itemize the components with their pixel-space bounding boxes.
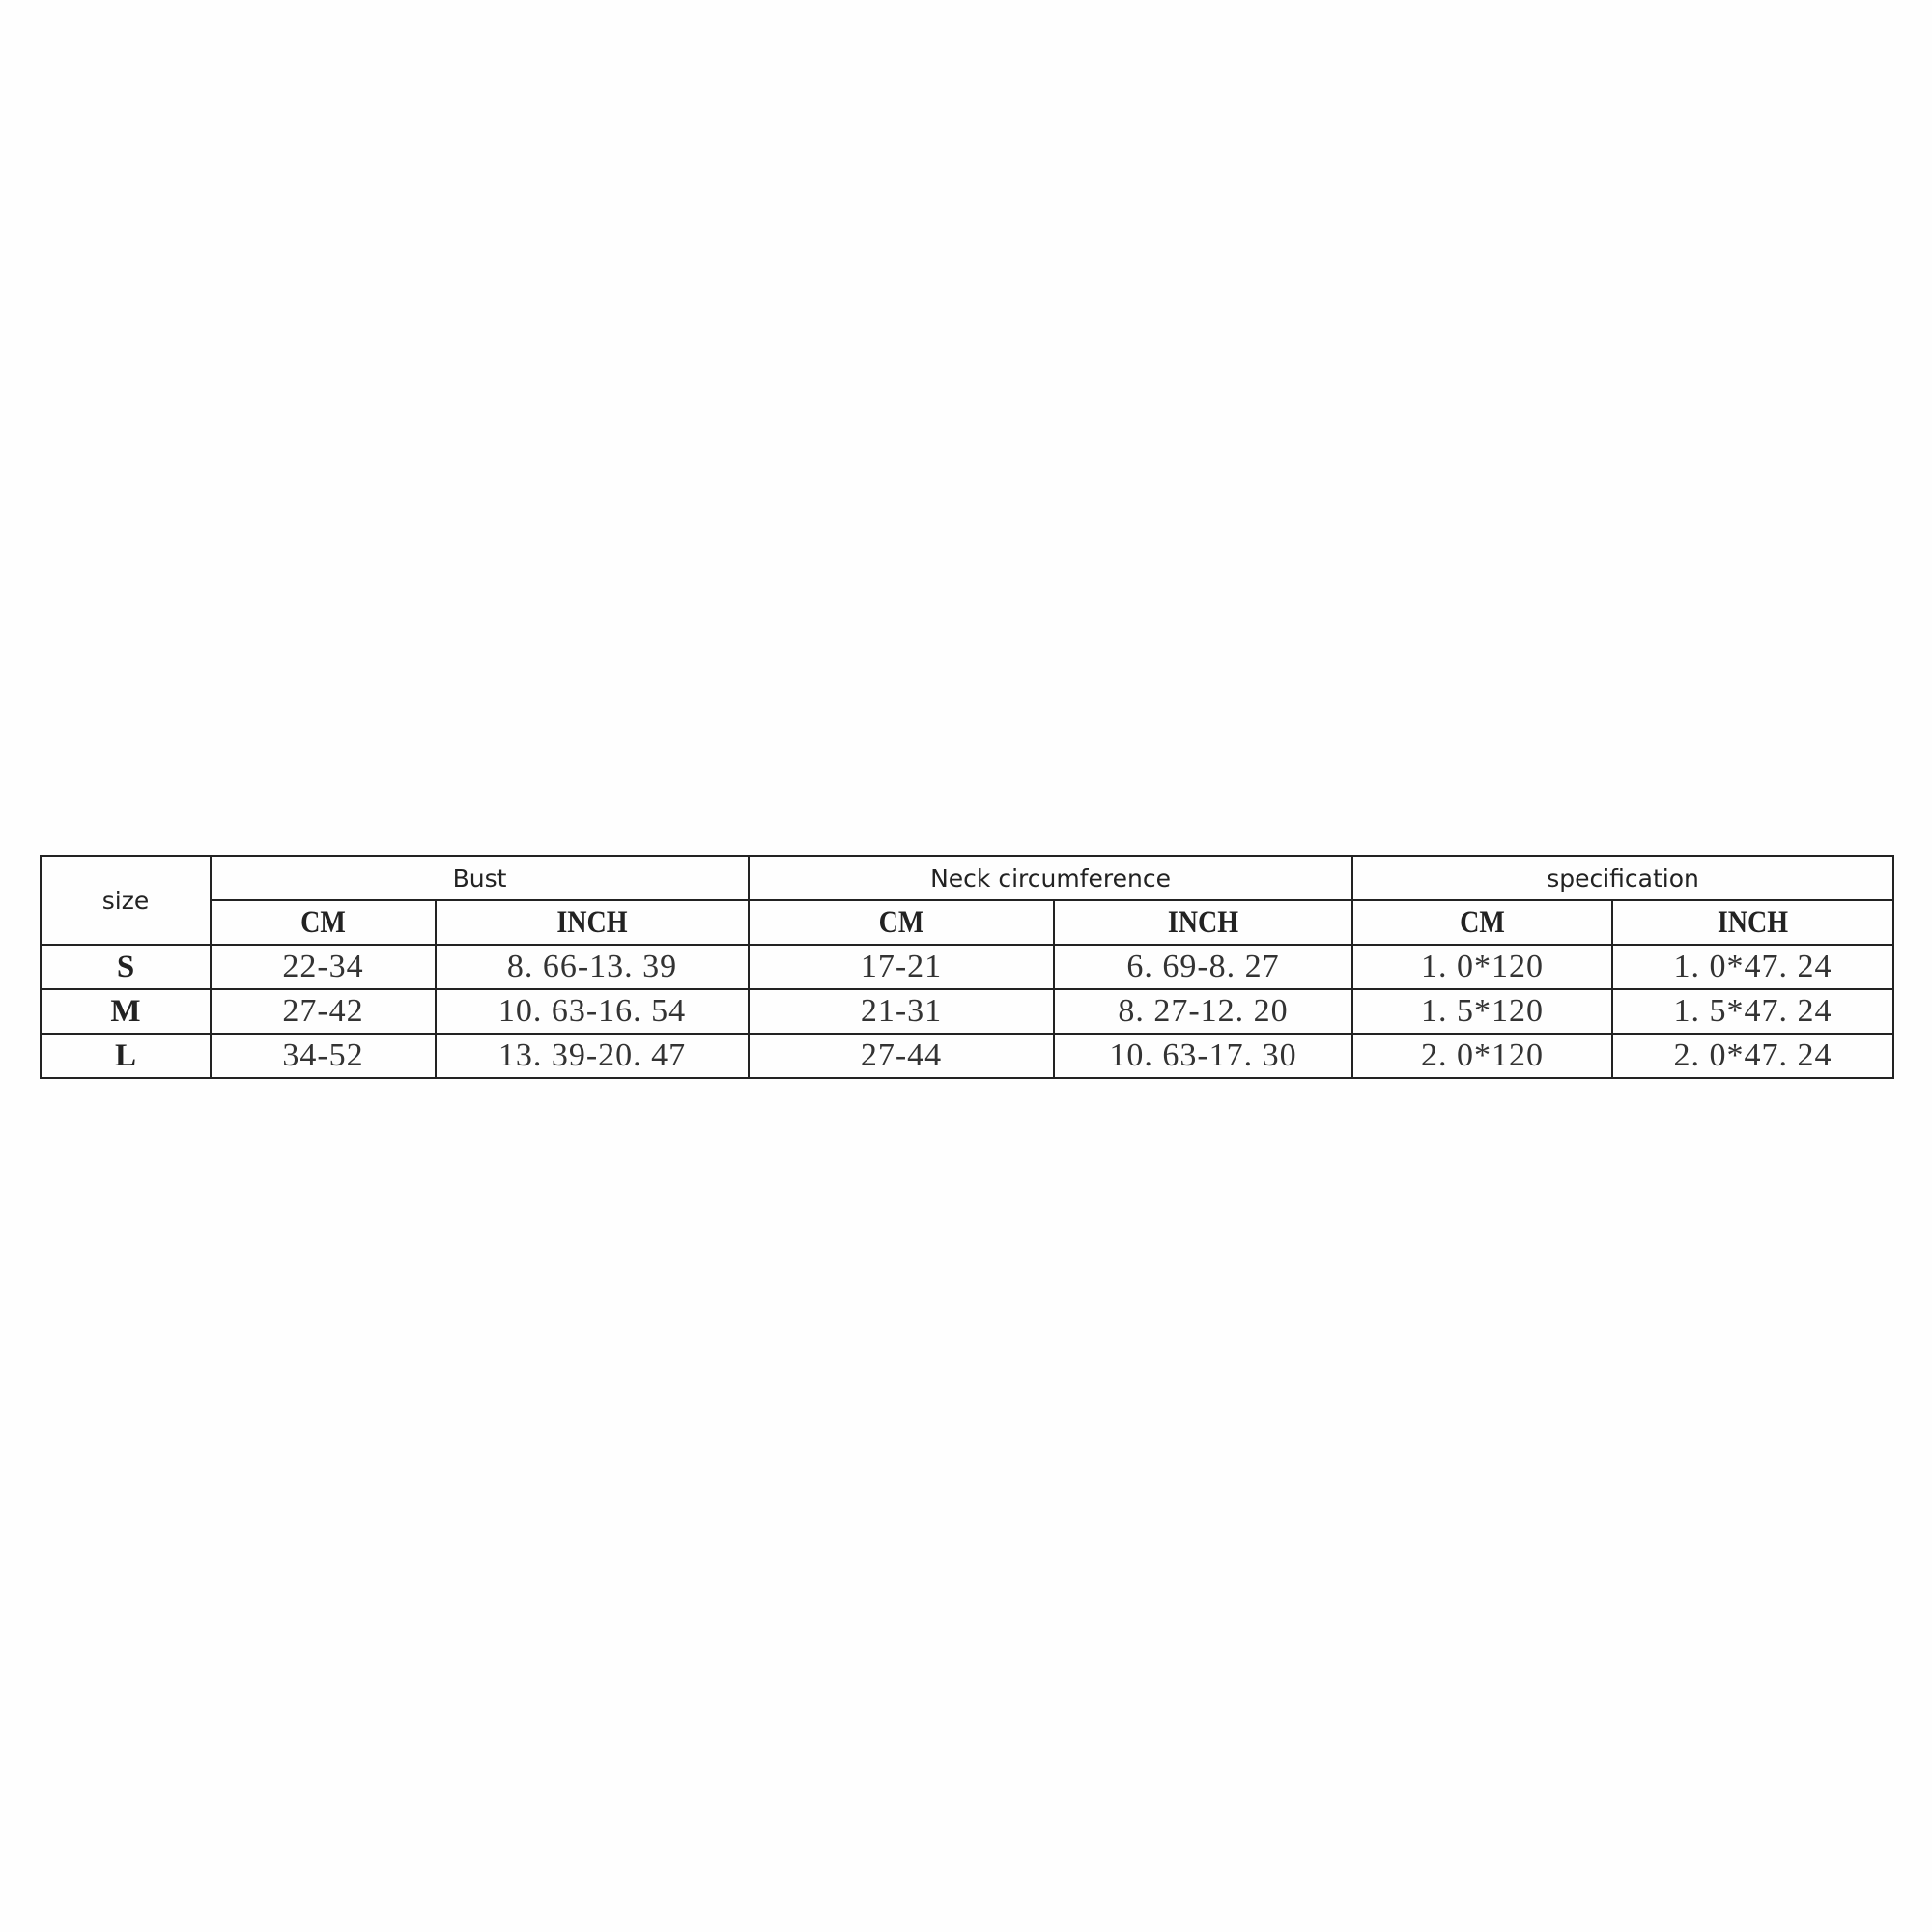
table-cell: 10. 63-16. 54 (434, 988, 751, 1035)
table-cell: 34-52 (210, 1033, 437, 1079)
group-header-bust: Bust (209, 855, 751, 901)
table-cell: 1. 0*120 (1351, 944, 1614, 990)
table-cell: 21-31 (748, 988, 1056, 1035)
group-header-neck: Neck circumference (748, 855, 1354, 901)
table-cell: 8. 66-13. 39 (434, 944, 751, 990)
size-cell: S (40, 944, 212, 990)
unit-header: INCH (1075, 899, 1331, 946)
table-cell: 10. 63-17. 30 (1053, 1033, 1354, 1079)
size-header: size (40, 855, 212, 946)
unit-header: INCH (1633, 899, 1874, 946)
unit-header: CM (770, 899, 1033, 946)
size-cell: M (40, 988, 212, 1035)
unit-header: CM (1371, 899, 1594, 946)
size-cell: L (40, 1033, 212, 1079)
table-cell: 13. 39-20. 47 (434, 1033, 751, 1079)
table-row: M 27-42 10. 63-16. 54 21-31 8. 27-12. 20… (40, 988, 1895, 1035)
group-header-row: size Bust Neck circumference specificati… (40, 855, 1895, 946)
table-cell: 1. 5*120 (1351, 988, 1614, 1035)
unit-header: CM (226, 899, 420, 946)
table-row: L 34-52 13. 39-20. 47 27-44 10. 63-17. 3… (40, 1033, 1895, 1079)
group-header-specification: specification (1351, 855, 1895, 901)
table-cell: 17-21 (748, 944, 1056, 990)
unit-header: INCH (458, 899, 726, 946)
table-cell: 1. 5*47. 24 (1611, 988, 1895, 1035)
unit-header-row: CM INCH CM INCH CM INCH (41, 899, 1893, 946)
table-cell: 22-34 (210, 944, 437, 990)
table-row: S 22-34 8. 66-13. 39 17-21 6. 69-8. 27 1… (40, 944, 1895, 990)
table-cell: 2. 0*120 (1351, 1033, 1614, 1079)
table-cell: 27-44 (748, 1033, 1056, 1079)
table-cell: 27-42 (210, 988, 437, 1035)
size-chart-table: size Bust Neck circumference specificati… (40, 855, 1895, 1079)
table-cell: 8. 27-12. 20 (1053, 988, 1354, 1035)
table-cell: 6. 69-8. 27 (1053, 944, 1354, 990)
table-cell: 2. 0*47. 24 (1611, 1033, 1895, 1079)
table-cell: 1. 0*47. 24 (1611, 944, 1895, 990)
